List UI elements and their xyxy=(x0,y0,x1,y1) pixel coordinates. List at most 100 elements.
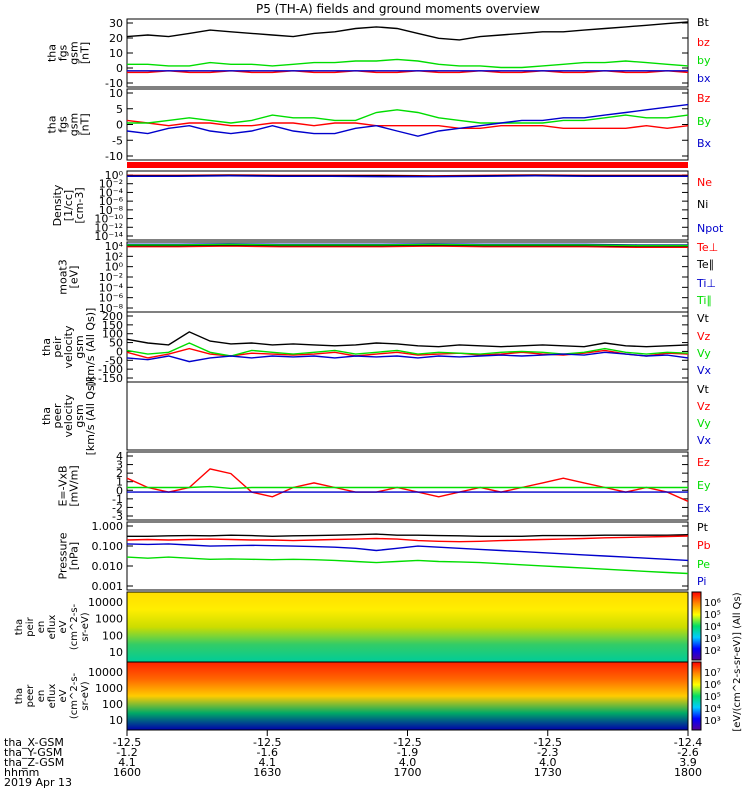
y-tick-label: 10⁻² xyxy=(99,178,123,191)
legend-label: Ti⊥ xyxy=(696,277,716,290)
y-tick-label: -10 xyxy=(105,77,123,90)
x-axis-row-label: tha_Z-GSM xyxy=(4,756,64,769)
y-axis-label: sr-eV) xyxy=(80,681,91,710)
y-axis-label: en xyxy=(36,690,47,703)
series-line xyxy=(126,543,689,562)
y-tick-label: 10⁰ xyxy=(105,169,124,182)
y-tick-label: 10⁻⁶ xyxy=(99,292,124,305)
y-axis-label: eflux xyxy=(47,684,58,709)
y-tick-label: 0 xyxy=(116,119,123,132)
legend-label: Ey xyxy=(697,479,711,492)
legend-label: Bt xyxy=(697,16,710,29)
legend-label: By xyxy=(697,115,712,128)
y-axis-label: [nPa] xyxy=(68,542,81,570)
legend-label: Ne xyxy=(697,176,712,189)
legend-label: Vz xyxy=(697,330,711,343)
y-axis-label: gsm xyxy=(73,404,86,427)
y-axis-label: [nT] xyxy=(79,42,92,64)
y-axis-label: tha xyxy=(40,407,53,425)
legend-label: Ti∥ xyxy=(696,294,712,307)
y-axis-label: peer xyxy=(25,684,36,708)
legend-label: Pe xyxy=(697,558,710,571)
y-tick-label: -150 xyxy=(98,372,123,385)
legend-label: Bx xyxy=(697,137,712,150)
colorbar-tick: 10² xyxy=(704,646,721,657)
series-line xyxy=(127,58,689,69)
spectrogram-image xyxy=(127,592,688,662)
y-tick-label: 100 xyxy=(102,629,123,642)
y-axis-label: (cm^2-s- xyxy=(69,603,80,650)
y-tick-label: 10⁻¹⁴ xyxy=(94,230,123,243)
colorbar-tick: 10⁵ xyxy=(704,610,721,621)
colorbar-tick: 10⁶ xyxy=(704,680,721,691)
x-tick-label: -2.3 xyxy=(537,746,558,759)
legend-label: Vy xyxy=(697,417,711,430)
colorbar-tick: 10⁷ xyxy=(704,668,721,679)
y-axis-label: Density xyxy=(51,184,64,226)
x-tick-label: 4.0 xyxy=(539,756,557,769)
series-line xyxy=(126,21,689,41)
y-tick-label: 0.001 xyxy=(92,580,124,593)
series-line xyxy=(126,535,689,543)
y-axis-label: gsm xyxy=(68,41,81,64)
series-line xyxy=(127,245,688,248)
y-tick-label: 10² xyxy=(105,250,123,263)
y-tick-label: 10 xyxy=(109,646,123,659)
series-line xyxy=(127,175,688,178)
series-line xyxy=(127,243,688,247)
y-tick-label: 1000 xyxy=(95,682,123,695)
y-tick-label: -10 xyxy=(105,150,123,163)
colorbar-ion xyxy=(691,591,702,661)
colorbar-tick: 10⁴ xyxy=(704,622,721,633)
y-tick-label: 200 xyxy=(102,310,123,323)
y-axis-label: eflux xyxy=(47,615,58,640)
y-tick-label: 0 xyxy=(116,62,123,75)
series-line xyxy=(127,485,688,490)
legend-label: Pi xyxy=(697,575,706,588)
x-tick-label: 1700 xyxy=(394,766,422,779)
y-tick-label: 4 xyxy=(116,450,123,463)
y-axis-label: [km/s (All Qs)] xyxy=(84,377,97,456)
y-tick-label: 3 xyxy=(116,459,123,472)
y-tick-label: 10⁻² xyxy=(99,271,123,284)
y-axis-label: sr-eV) xyxy=(80,612,91,641)
colorbar-tick: 10⁵ xyxy=(704,692,721,703)
x-axis-row-label: tha_X-GSM xyxy=(4,736,64,749)
spectrogram-image xyxy=(127,662,688,730)
y-axis-label: gsm xyxy=(68,113,81,136)
colorbar-tick: 10⁶ xyxy=(704,598,721,609)
series-line xyxy=(126,347,689,359)
y-tick-label: -1 xyxy=(112,493,123,506)
x-tick-label: -12.4 xyxy=(674,736,702,749)
y-axis-label: [mV/m] xyxy=(68,465,81,506)
legend-label: Vx xyxy=(697,434,712,447)
legend-label: Pb xyxy=(697,539,711,552)
y-axis-label: fgs xyxy=(57,116,70,133)
y-tick-label: 10000 xyxy=(88,596,123,609)
legend-label: Npot xyxy=(697,222,724,235)
y-tick-label: 10⁴ xyxy=(105,240,124,253)
panel-frame xyxy=(126,451,689,521)
x-tick-label: -12.5 xyxy=(253,736,281,749)
y-tick-label: 150 xyxy=(102,319,123,332)
x-tick-label: -1.9 xyxy=(397,746,418,759)
y-tick-label: 1000 xyxy=(95,613,123,626)
panel-frame xyxy=(126,521,689,591)
y-tick-label: 50 xyxy=(109,337,123,350)
x-tick-label: 4.1 xyxy=(259,756,277,769)
y-axis-label: velocity xyxy=(62,325,75,368)
y-tick-label: 100 xyxy=(102,328,123,341)
colorbar-electron xyxy=(691,661,702,731)
legend-label: Te⊥ xyxy=(696,241,718,254)
series-line xyxy=(126,342,689,357)
panel-frame xyxy=(126,241,689,313)
y-axis-label: gsm xyxy=(73,335,86,358)
y-tick-label: 10 xyxy=(109,87,123,100)
y-tick-label: 20 xyxy=(109,32,123,45)
y-tick-label: 2 xyxy=(116,467,123,480)
y-axis-label: moat3 xyxy=(57,259,70,295)
legend-label: by xyxy=(697,54,711,67)
legend-label: Vz xyxy=(697,400,711,413)
y-tick-label: 10⁻⁴ xyxy=(99,186,124,199)
